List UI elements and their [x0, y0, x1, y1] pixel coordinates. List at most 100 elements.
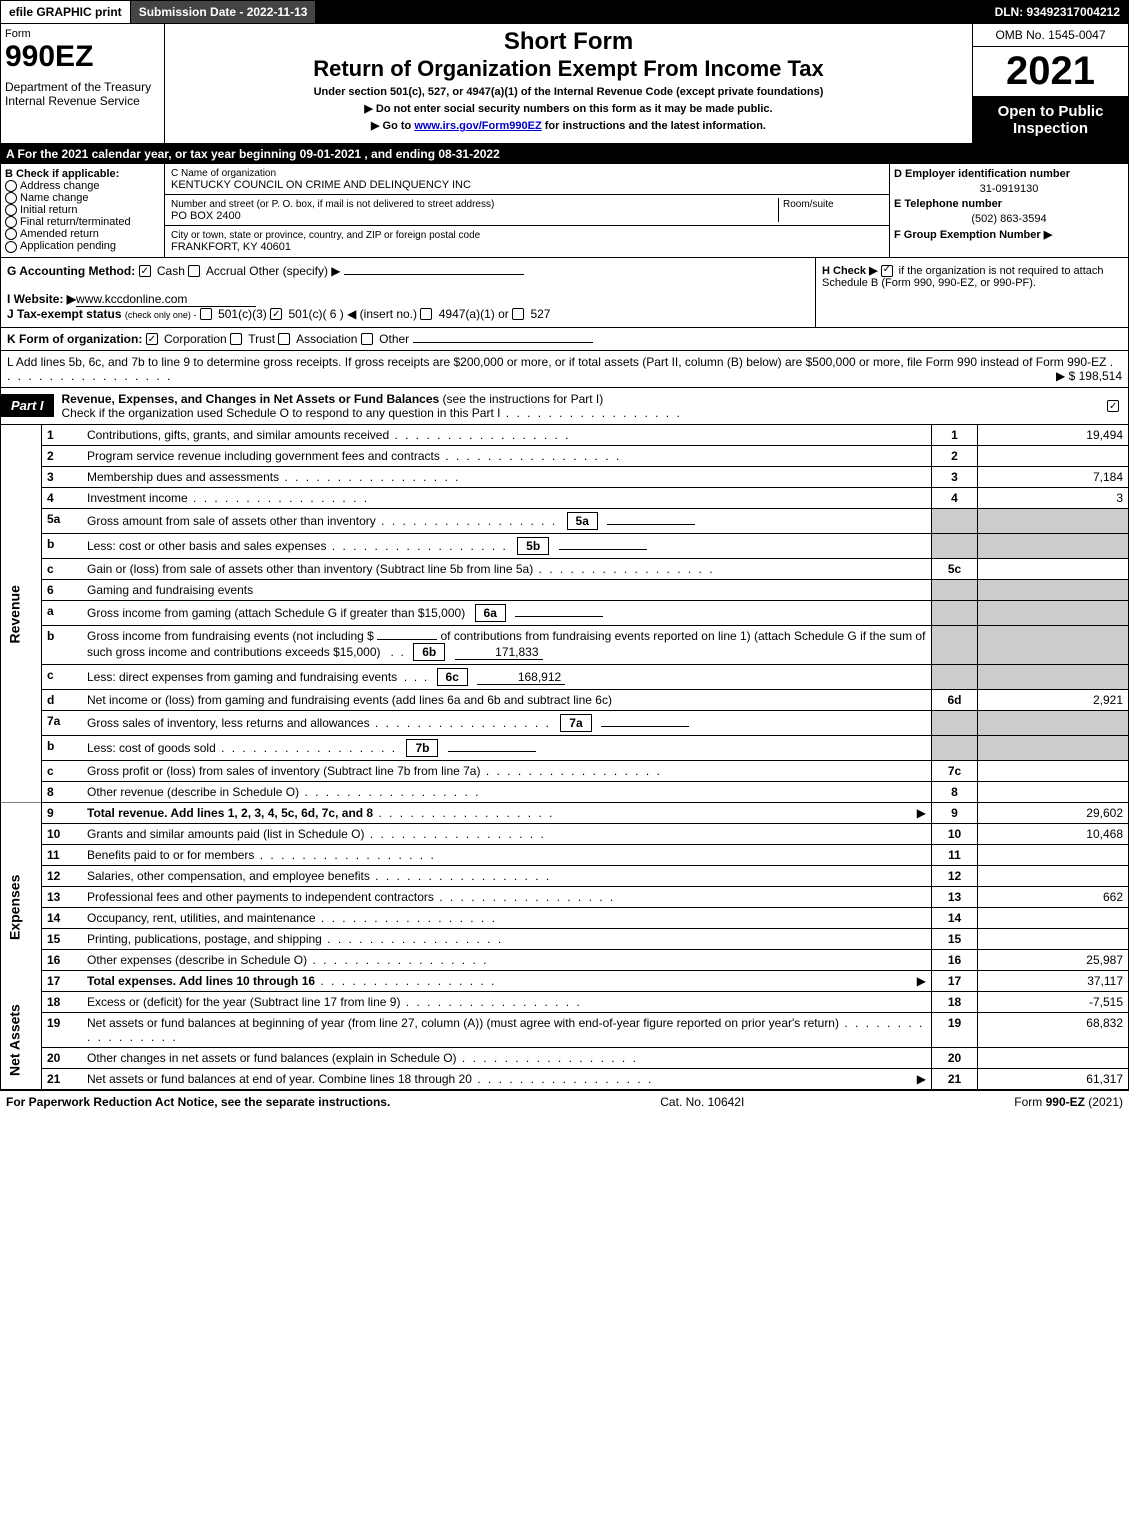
- r7a-shade-v: [978, 710, 1129, 735]
- check-501c[interactable]: [270, 308, 282, 320]
- check-4947[interactable]: [420, 308, 432, 320]
- check-address-change[interactable]: [5, 180, 17, 192]
- r6d-d: Net income or (loss) from gaming and fun…: [87, 693, 612, 707]
- check-h[interactable]: [881, 265, 893, 277]
- r6a-shade-v: [978, 600, 1129, 625]
- sub-2: ▶ Do not enter social security numbers o…: [169, 102, 968, 115]
- r20-b: 20: [932, 1047, 978, 1068]
- main-title: Return of Organization Exempt From Incom…: [169, 56, 968, 82]
- b-item-5: Application pending: [20, 240, 116, 252]
- check-trust[interactable]: [230, 333, 242, 345]
- k-other-line[interactable]: [413, 342, 593, 343]
- sub-1: Under section 501(c), 527, or 4947(a)(1)…: [169, 86, 968, 98]
- revenue-vtab: Revenue: [1, 425, 42, 803]
- r13-b: 13: [932, 886, 978, 907]
- r5b-d: Less: cost or other basis and sales expe…: [87, 539, 326, 553]
- row-7a: 7a Gross sales of inventory, less return…: [1, 710, 1129, 735]
- check-pending[interactable]: [5, 241, 17, 253]
- g-other-line[interactable]: [344, 274, 524, 275]
- r9-v: 29,602: [978, 802, 1129, 823]
- r5a-mv: [607, 524, 695, 525]
- row-5c: c Gain or (loss) from sale of assets oth…: [1, 558, 1129, 579]
- check-other[interactable]: [361, 333, 373, 345]
- r21-arrow: ▶: [917, 1072, 926, 1086]
- irs-link[interactable]: www.irs.gov/Form990EZ: [414, 120, 541, 132]
- header-right: OMB No. 1545-0047 2021 Open to Public In…: [972, 24, 1128, 143]
- r4-v: 3: [978, 487, 1129, 508]
- check-assoc[interactable]: [278, 333, 290, 345]
- submission-date: Submission Date - 2022-11-13: [131, 1, 317, 23]
- check-accrual[interactable]: [188, 265, 200, 277]
- r17-arrow: ▶: [917, 974, 926, 988]
- row-3: 3 Membership dues and assessments 3 7,18…: [1, 466, 1129, 487]
- r7a-shade-b: [932, 710, 978, 735]
- check-501c3[interactable]: [200, 308, 212, 320]
- org-city: FRANKFORT, KY 40601: [171, 241, 291, 253]
- efile-print[interactable]: efile GRAPHIC print: [1, 1, 131, 23]
- r18-d: Excess or (deficit) for the year (Subtra…: [87, 995, 400, 1009]
- r2-v: [978, 445, 1129, 466]
- check-name-change[interactable]: [5, 192, 17, 204]
- r6c-shade-v: [978, 664, 1129, 689]
- footer-mid: Cat. No. 10642I: [660, 1095, 744, 1109]
- check-corp[interactable]: [146, 333, 158, 345]
- department: Department of the Treasury Internal Reve…: [5, 80, 160, 108]
- r5b-mv: [559, 549, 647, 550]
- r6b-shade-b: [932, 625, 978, 664]
- website[interactable]: www.kccdonline.com: [76, 292, 256, 307]
- r8-n: 8: [42, 781, 83, 802]
- col-b: B Check if applicable: Address change Na…: [1, 164, 165, 257]
- j-label: J Tax-exempt status: [7, 307, 122, 321]
- lines-table: Revenue 1 Contributions, gifts, grants, …: [0, 425, 1129, 1090]
- footer-right-post: (2021): [1085, 1095, 1123, 1109]
- r9-side: [1, 802, 42, 823]
- r6a-shade-b: [932, 600, 978, 625]
- check-schedule-o[interactable]: [1107, 400, 1119, 412]
- r7c-d: Gross profit or (loss) from sales of inv…: [87, 764, 480, 778]
- g-accrual: Accrual: [206, 264, 246, 278]
- c-name-label: C Name of organization: [171, 168, 276, 179]
- section-bcd: B Check if applicable: Address change Na…: [0, 164, 1129, 258]
- row-6d: d Net income or (loss) from gaming and f…: [1, 689, 1129, 710]
- r12-b: 12: [932, 865, 978, 886]
- r13-v: 662: [978, 886, 1129, 907]
- check-cash[interactable]: [139, 265, 151, 277]
- part1-header: Part I Revenue, Expenses, and Changes in…: [0, 388, 1129, 425]
- r16-n: 16: [42, 949, 83, 970]
- r5c-d: Gain or (loss) from sale of assets other…: [87, 562, 533, 576]
- row-7c: c Gross profit or (loss) from sales of i…: [1, 760, 1129, 781]
- r5b-n: b: [42, 533, 83, 558]
- k-2: Trust: [248, 332, 275, 346]
- r4-n: 4: [42, 487, 83, 508]
- r2-n: 2: [42, 445, 83, 466]
- r15-b: 15: [932, 928, 978, 949]
- room-label: Room/suite: [783, 199, 834, 210]
- e-label: E Telephone number: [894, 198, 1002, 210]
- r14-b: 14: [932, 907, 978, 928]
- r2-d: Program service revenue including govern…: [87, 449, 440, 463]
- r17-v: 37,117: [978, 970, 1129, 991]
- r15-v: [978, 928, 1129, 949]
- d-label: D Employer identification number: [894, 168, 1070, 180]
- b-title: B Check if applicable:: [5, 168, 119, 180]
- check-final-return[interactable]: [5, 216, 17, 228]
- check-initial-return[interactable]: [5, 204, 17, 216]
- row-10: Expenses 10 Grants and similar amounts p…: [1, 823, 1129, 844]
- b-item-1: Name change: [20, 192, 89, 204]
- r2-b: 2: [932, 445, 978, 466]
- row-20: 20 Other changes in net assets or fund b…: [1, 1047, 1129, 1068]
- omb-number: OMB No. 1545-0047: [973, 24, 1128, 47]
- row-7b: b Less: cost of goods sold 7b: [1, 735, 1129, 760]
- i-label: I Website: ▶: [7, 292, 76, 306]
- check-amended[interactable]: [5, 228, 17, 240]
- ein: 31-0919130: [894, 180, 1124, 198]
- check-527[interactable]: [512, 308, 524, 320]
- r20-d: Other changes in net assets or fund bala…: [87, 1051, 457, 1065]
- r11-b: 11: [932, 844, 978, 865]
- r19-b: 19: [932, 1012, 978, 1047]
- g-cash: Cash: [157, 264, 185, 278]
- netassets-vtab: Net Assets: [1, 991, 42, 1089]
- footer: For Paperwork Reduction Act Notice, see …: [0, 1090, 1129, 1113]
- l-value: ▶ $ 198,514: [1056, 369, 1122, 383]
- r5a-shade-v: [978, 508, 1129, 533]
